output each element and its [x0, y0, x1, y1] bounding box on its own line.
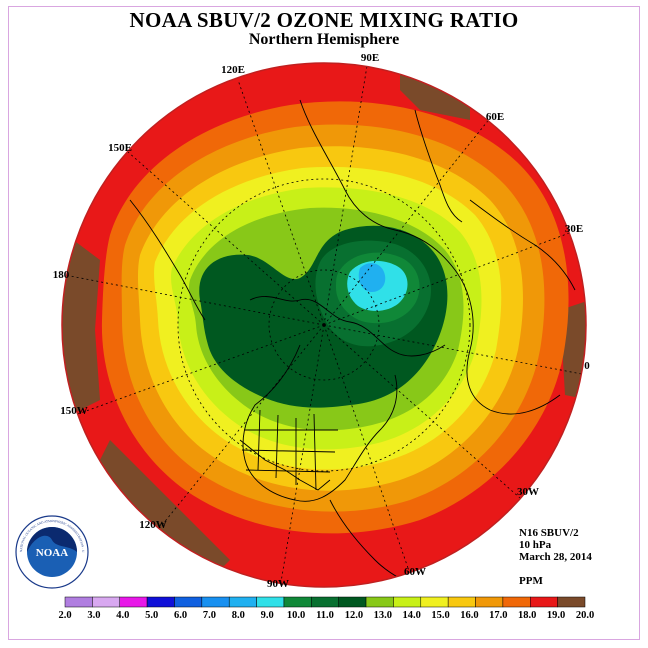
color-scale-tick-label: 19.0 — [547, 610, 565, 621]
meridian-150e — [127, 151, 325, 326]
color-scale-tick-label: 3.0 — [87, 610, 100, 621]
color-scale-swatch — [256, 596, 285, 608]
coastline-east-asia — [129, 199, 206, 321]
color-scale-swatch — [502, 596, 531, 608]
color-scale-tick-label: 2.0 — [58, 610, 71, 621]
coastline-europe — [469, 199, 576, 291]
color-scale-swatch — [146, 596, 175, 608]
color-scale-tick-label: 11.0 — [316, 610, 334, 621]
coastline-arctic — [249, 296, 446, 357]
coastlines — [129, 99, 576, 587]
color-scale-tick-label: 7.0 — [203, 610, 216, 621]
color-scale-swatch — [311, 596, 339, 608]
label-60e: 60E — [486, 111, 504, 123]
coastline-eurasia — [299, 99, 561, 415]
pressure-level-label: 10 hPa — [519, 539, 552, 551]
figure-frame — [8, 6, 640, 640]
color-scale-swatch — [557, 596, 586, 608]
color-scale-swatch — [201, 596, 230, 608]
color-scale-swatch — [338, 596, 367, 608]
meridian-30e — [323, 231, 573, 326]
meridian-150w — [74, 324, 325, 416]
us-state-grid — [241, 409, 338, 491]
color-scale-swatch — [92, 596, 120, 608]
label-90w: 90W — [267, 578, 289, 590]
label-180: 180 — [53, 269, 70, 281]
label-0: 0 — [584, 360, 590, 372]
label-30w: 30W — [517, 486, 539, 498]
map-boundary-circle — [61, 62, 587, 588]
color-scale-tick-label: 16.0 — [460, 610, 478, 621]
meridian-180 — [64, 274, 325, 326]
color-scale-tick-label: 5.0 — [145, 610, 158, 621]
color-scale-swatch — [283, 596, 312, 608]
color-scale-tick-label: 15.0 — [431, 610, 449, 621]
band-20-west — [62, 230, 100, 420]
coastline-us-border — [239, 439, 331, 491]
color-scale-swatch — [174, 596, 203, 608]
instrument-label: N16 SBUV/2 — [519, 527, 579, 539]
label-150w: 150W — [60, 405, 88, 417]
coastline-scandinavia — [414, 109, 463, 223]
meridian-30w — [323, 324, 521, 499]
color-scale-swatch — [228, 596, 257, 608]
color-scale-tick-label: 14.0 — [402, 610, 420, 621]
meridian-120e — [237, 79, 325, 326]
longitude-labels: 90E 60E 30E 0 30W 60W 90W 120W 150W 180 … — [53, 52, 591, 590]
coastline-north-america — [242, 344, 398, 502]
latitude-circle-45 — [177, 178, 471, 472]
color-scale-tick-label: 9.0 — [261, 610, 274, 621]
color-scale-tick-label: 12.0 — [345, 610, 363, 621]
label-120w: 120W — [139, 519, 167, 531]
color-scale-swatch — [420, 596, 449, 608]
color-scale-tick-label: 18.0 — [518, 610, 536, 621]
map-subtitle: Northern Hemisphere — [248, 31, 400, 48]
color-scale-swatch — [530, 596, 558, 608]
color-scale-swatch — [447, 596, 476, 608]
noaa-logo-text: NOAA — [36, 547, 68, 559]
latitude-circle-70 — [268, 269, 380, 381]
color-scale-swatch — [475, 596, 504, 608]
color-scale-tick-label: 6.0 — [174, 610, 187, 621]
color-scale-tick-label: 10.0 — [287, 610, 305, 621]
color-scale-swatch — [64, 596, 93, 608]
units-label: PPM — [519, 575, 543, 587]
color-scale-tick-label: 13.0 — [374, 610, 392, 621]
color-scale-tick-label: 4.0 — [116, 610, 129, 621]
color-scale-tick-label: 17.0 — [489, 610, 507, 621]
label-90e: 90E — [361, 52, 379, 64]
color-scale-tick-label: 8.0 — [232, 610, 245, 621]
band-8-9-core — [358, 263, 386, 292]
label-30e: 30E — [565, 223, 583, 235]
color-scale-swatch — [365, 596, 394, 608]
color-scale-tick-label: 20.0 — [576, 610, 594, 621]
meridian-120w — [157, 324, 325, 531]
map-title: NOAA SBUV/2 OZONE MIXING RATIO — [129, 8, 519, 32]
label-150e: 150E — [108, 142, 132, 154]
label-60w: 60W — [404, 566, 426, 578]
noaa-bird-icon — [27, 527, 77, 552]
color-scale-bar: 2.0 3.0 4.0 5.0 6.0 7.0 8.0 9.0 10.0 11.0 12.0 13.0… — [58, 596, 594, 621]
color-scale-swatch — [393, 596, 422, 608]
graticule — [64, 63, 586, 587]
date-label: March 28, 2014 — [519, 551, 592, 563]
label-120e: 120E — [221, 64, 245, 76]
meridian-60e — [323, 111, 496, 326]
color-scale-swatch — [119, 596, 148, 608]
